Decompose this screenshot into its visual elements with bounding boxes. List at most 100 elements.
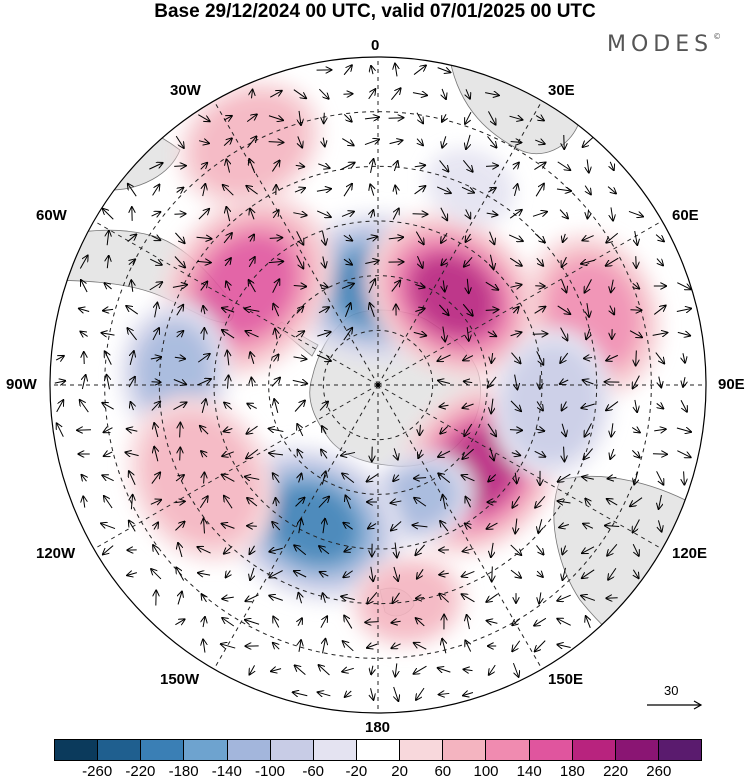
- wind-vector: [273, 304, 280, 317]
- wind-vector: [440, 425, 449, 433]
- wind-vector: [249, 159, 256, 174]
- wind-vector: [102, 403, 114, 410]
- wind-vector: [556, 189, 571, 191]
- wind-vector: [222, 330, 235, 339]
- wind-vector: [366, 236, 378, 239]
- wind-vector: [174, 214, 185, 215]
- wind-vector: [102, 333, 115, 335]
- wind-vector: [443, 280, 444, 291]
- wind-vector: [129, 471, 136, 485]
- wind-vector: [463, 693, 474, 696]
- wind-vector: [608, 567, 617, 579]
- wind-vector: [295, 498, 305, 507]
- meridian-line: [93, 384, 379, 550]
- wind-vector: [293, 89, 306, 99]
- wind-vector: [80, 400, 89, 413]
- wind-vector: [318, 88, 328, 99]
- wind-vector: [127, 573, 138, 576]
- wind-vector: [56, 400, 64, 413]
- wind-vector: [442, 136, 446, 147]
- wind-vector: [581, 596, 596, 601]
- colorbar-bin: [141, 740, 185, 760]
- wind-vector: [150, 500, 161, 505]
- wind-vector: [222, 618, 235, 627]
- wind-vector: [629, 330, 642, 338]
- wind-vector: [582, 477, 594, 480]
- wind-vector: [392, 209, 399, 220]
- wind-vector: [606, 401, 619, 411]
- wind-vector: [394, 566, 398, 581]
- wind-vector: [129, 521, 136, 532]
- wind-vector: [246, 186, 258, 195]
- wind-vector: [225, 258, 231, 267]
- wind-vector: [393, 475, 399, 481]
- wind-vector: [154, 522, 158, 530]
- wind-vector: [657, 258, 663, 266]
- wind-vector: [106, 375, 109, 390]
- wind-vector: [154, 423, 158, 438]
- wind-vector: [295, 665, 306, 675]
- colorbar-bin: [55, 740, 99, 760]
- wind-vector: [540, 375, 541, 389]
- wind-vector: [557, 594, 571, 601]
- wind-vector: [344, 616, 353, 629]
- colorbar-tick-label: 180: [559, 763, 585, 780]
- wind-vector: [249, 280, 256, 293]
- wind-vector: [343, 65, 352, 76]
- wind-vector: [271, 669, 282, 672]
- wind-vector: [606, 354, 619, 360]
- wind-vector: [485, 166, 498, 167]
- wind-vector: [438, 450, 451, 457]
- wind-vector: [394, 161, 397, 172]
- wind-vector: [513, 307, 518, 313]
- meridian-line: [377, 100, 543, 386]
- wind-vector: [585, 279, 592, 292]
- wind-vector: [562, 256, 567, 267]
- wind-vector: [438, 380, 451, 383]
- copyright-mark: ©: [713, 32, 722, 41]
- wind-vector: [463, 669, 473, 670]
- wind-vector: [510, 569, 521, 578]
- wind-vector: [371, 210, 374, 219]
- brand-name: MODES: [607, 32, 714, 57]
- wind-vector: [150, 258, 162, 265]
- wind-vector: [509, 430, 522, 431]
- wind-vector: [176, 331, 184, 337]
- wind-vector: [293, 692, 308, 696]
- wind-vector: [611, 423, 613, 436]
- wind-vector: [272, 279, 280, 293]
- wind-vector: [655, 352, 664, 364]
- wind-vector: [463, 356, 474, 361]
- colorbar-tick-label: -180: [168, 763, 199, 780]
- wind-vector: [107, 231, 109, 246]
- wind-vector: [102, 475, 114, 482]
- wind-vector: [488, 376, 497, 387]
- wind-vector: [273, 643, 280, 649]
- wind-vector: [294, 400, 305, 412]
- colorbar-tick-label: 60: [434, 763, 452, 780]
- wind-vector: [562, 567, 565, 580]
- wind-vector: [490, 254, 493, 270]
- wind-vector: [652, 454, 667, 455]
- wind-vector: [587, 303, 589, 317]
- wind-vector: [439, 693, 450, 694]
- wind-vector: [82, 475, 87, 481]
- wind-vector: [199, 496, 207, 509]
- wind-vector: [293, 357, 307, 359]
- wind-vector: [343, 641, 354, 652]
- wind-vector: [611, 207, 613, 220]
- colorbar-tick-label: -140: [211, 763, 242, 780]
- colorbar-bin: [98, 740, 142, 760]
- wind-vector: [465, 111, 472, 124]
- wind-vector: [270, 91, 281, 98]
- wind-vector: [414, 498, 427, 507]
- wind-vector: [658, 520, 661, 531]
- wind-vector: [465, 523, 472, 528]
- colorbar-tick-label: 140: [516, 763, 542, 780]
- wind-vector: [464, 256, 473, 266]
- wind-vector: [559, 525, 569, 528]
- wind-vector: [319, 402, 328, 411]
- wind-vector: [343, 523, 353, 530]
- wind-vector: [536, 257, 543, 266]
- wind-vector: [323, 137, 325, 147]
